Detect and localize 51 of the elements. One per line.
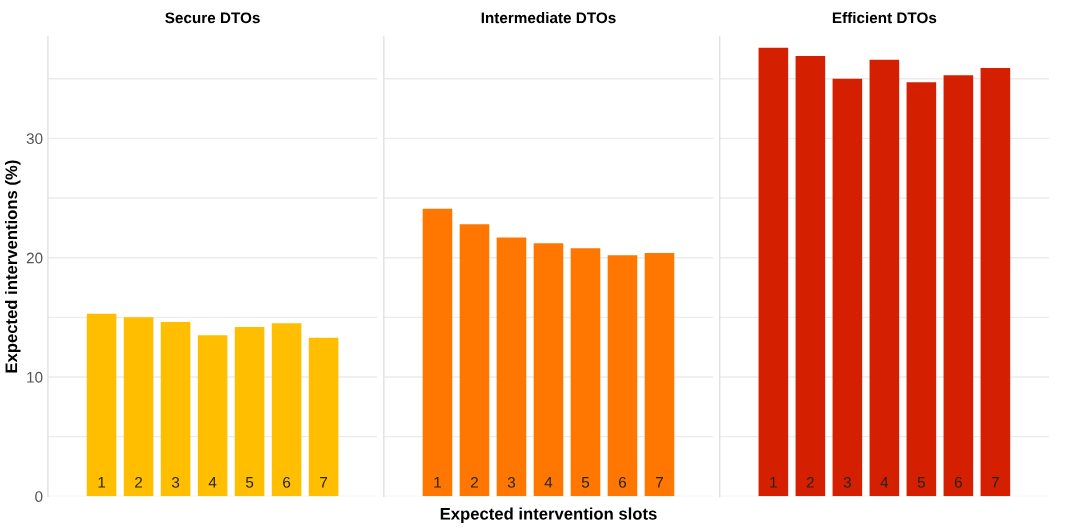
category-label: 4 xyxy=(208,477,217,488)
bar xyxy=(533,243,564,497)
bar xyxy=(570,248,601,497)
y-tick-label: 10 xyxy=(27,371,43,383)
category-label: 6 xyxy=(619,476,627,488)
bar xyxy=(869,59,900,497)
bar xyxy=(832,78,863,497)
category-label: 7 xyxy=(991,477,999,488)
category-label: 3 xyxy=(843,476,851,488)
bar xyxy=(271,323,302,497)
y-tick-label: 0 xyxy=(35,491,43,503)
chart-title: Secure DTOs xyxy=(165,12,260,24)
category-label: 5 xyxy=(581,477,590,488)
bar xyxy=(980,67,1011,497)
category-label: 5 xyxy=(245,477,254,488)
category-label: 3 xyxy=(171,476,180,488)
category-label: 4 xyxy=(544,477,553,488)
category-label: 6 xyxy=(283,476,291,488)
category-label: 1 xyxy=(434,477,441,488)
bar xyxy=(496,237,527,497)
bar xyxy=(459,224,490,497)
y-tick-label: 20 xyxy=(26,252,43,264)
x-axis-title: Expected intervention slots xyxy=(440,507,657,523)
y-tick-label: 30 xyxy=(26,133,43,145)
bar xyxy=(197,335,228,497)
category-label: 6 xyxy=(954,476,962,488)
bar xyxy=(234,326,265,497)
category-label: 7 xyxy=(656,477,663,488)
bar xyxy=(607,255,638,497)
bar xyxy=(906,82,937,497)
category-label: 2 xyxy=(806,476,814,488)
category-label: 1 xyxy=(770,477,777,488)
bar xyxy=(308,337,339,497)
y-axis-title: Expected interventions (%) xyxy=(4,160,21,373)
bar xyxy=(86,313,117,497)
chart-title: Efficient DTOs xyxy=(832,12,937,24)
category-label: 7 xyxy=(320,477,328,488)
category-label: 2 xyxy=(470,476,478,488)
bar xyxy=(644,252,675,497)
bar xyxy=(795,56,826,497)
category-label: 4 xyxy=(880,477,889,488)
bar xyxy=(160,322,191,497)
category-label: 1 xyxy=(98,477,106,488)
category-label: 3 xyxy=(507,476,516,488)
category-label: 2 xyxy=(135,476,143,488)
bar xyxy=(123,317,154,497)
bar xyxy=(943,75,974,497)
bar xyxy=(758,47,789,497)
category-label: 5 xyxy=(917,477,925,488)
bar xyxy=(422,208,453,497)
chart-title: Intermediate DTOs xyxy=(481,12,616,24)
